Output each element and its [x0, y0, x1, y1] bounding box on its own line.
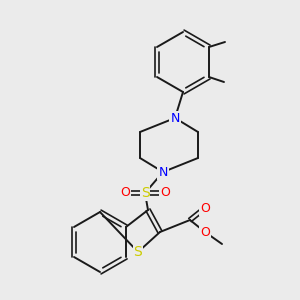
- Text: S: S: [141, 186, 149, 200]
- Text: O: O: [200, 226, 210, 238]
- Text: N: N: [158, 166, 168, 178]
- Text: O: O: [160, 187, 170, 200]
- Text: N: N: [170, 112, 180, 124]
- Text: O: O: [120, 187, 130, 200]
- Text: S: S: [134, 245, 142, 259]
- Text: O: O: [200, 202, 210, 214]
